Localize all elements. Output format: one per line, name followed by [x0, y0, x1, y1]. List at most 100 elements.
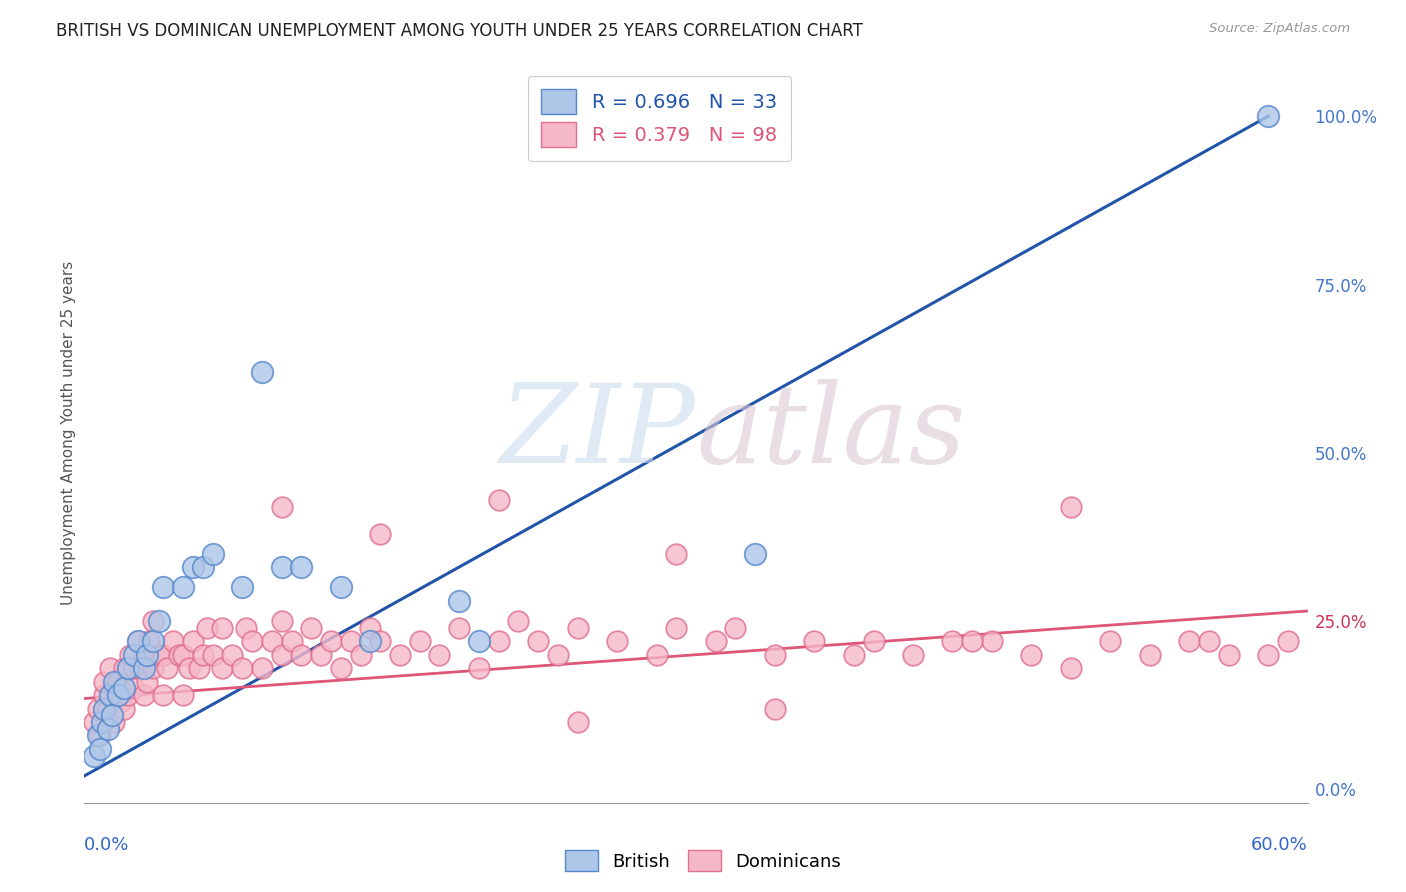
Point: [142, 614, 165, 628]
Point: [389, 648, 412, 662]
Point: [270, 560, 292, 574]
Point: [89, 742, 111, 756]
Point: [107, 688, 129, 702]
Point: [368, 526, 391, 541]
Point: [128, 661, 150, 675]
Point: [107, 674, 129, 689]
Point: [665, 621, 688, 635]
Point: [132, 661, 155, 675]
Point: [290, 560, 312, 574]
Point: [763, 648, 786, 662]
Text: ZIP: ZIP: [501, 379, 696, 486]
Point: [93, 701, 115, 715]
Point: [329, 661, 352, 675]
Point: [547, 648, 569, 662]
Point: [117, 661, 139, 675]
Point: [112, 661, 135, 675]
Point: [1099, 634, 1122, 648]
Point: [803, 634, 825, 648]
Point: [1021, 648, 1043, 662]
Point: [172, 581, 194, 595]
Point: [359, 634, 381, 648]
Point: [260, 634, 283, 648]
Point: [148, 648, 170, 662]
Point: [98, 661, 121, 675]
Point: [309, 648, 332, 662]
Point: [409, 634, 432, 648]
Point: [527, 634, 550, 648]
Point: [152, 648, 174, 662]
Legend: British, Dominicans: British, Dominicans: [558, 843, 848, 879]
Point: [127, 634, 149, 648]
Point: [1060, 500, 1083, 514]
Point: [329, 581, 352, 595]
Point: [1257, 648, 1279, 662]
Point: [191, 648, 214, 662]
Text: atlas: atlas: [696, 379, 966, 486]
Point: [172, 648, 194, 662]
Point: [319, 634, 342, 648]
Point: [299, 621, 322, 635]
Point: [449, 621, 471, 635]
Point: [103, 714, 125, 729]
Point: [1257, 109, 1279, 123]
Point: [270, 614, 292, 628]
Point: [132, 688, 155, 702]
Point: [280, 634, 302, 648]
Point: [665, 547, 688, 561]
Point: [83, 748, 105, 763]
Point: [93, 688, 115, 702]
Point: [606, 634, 628, 648]
Point: [152, 688, 174, 702]
Point: [567, 714, 589, 729]
Point: [142, 661, 165, 675]
Point: [177, 661, 200, 675]
Text: Source: ZipAtlas.com: Source: ZipAtlas.com: [1209, 22, 1350, 36]
Point: [290, 648, 312, 662]
Point: [724, 621, 747, 635]
Point: [97, 722, 120, 736]
Point: [118, 648, 141, 662]
Point: [138, 634, 160, 648]
Point: [1060, 661, 1083, 675]
Point: [191, 560, 214, 574]
Point: [117, 688, 139, 702]
Point: [152, 581, 174, 595]
Point: [181, 634, 204, 648]
Point: [132, 648, 155, 662]
Y-axis label: Unemployment Among Youth under 25 years: Unemployment Among Youth under 25 years: [60, 260, 76, 605]
Point: [960, 634, 983, 648]
Point: [103, 674, 125, 689]
Point: [108, 695, 131, 709]
Point: [97, 701, 120, 715]
Point: [1198, 634, 1220, 648]
Point: [240, 634, 263, 648]
Point: [270, 648, 292, 662]
Point: [704, 634, 727, 648]
Point: [1139, 648, 1161, 662]
Point: [941, 634, 963, 648]
Point: [122, 661, 145, 675]
Point: [122, 681, 145, 696]
Point: [862, 634, 884, 648]
Point: [339, 634, 361, 648]
Point: [103, 681, 125, 696]
Text: 0.0%: 0.0%: [84, 836, 129, 855]
Point: [187, 661, 209, 675]
Point: [349, 648, 371, 662]
Point: [101, 708, 124, 723]
Point: [93, 674, 115, 689]
Point: [201, 547, 224, 561]
Point: [211, 661, 233, 675]
Point: [359, 621, 381, 635]
Point: [127, 634, 149, 648]
Text: 60.0%: 60.0%: [1251, 836, 1308, 855]
Point: [368, 634, 391, 648]
Legend: R = 0.696   N = 33, R = 0.379   N = 98: R = 0.696 N = 33, R = 0.379 N = 98: [527, 76, 790, 161]
Point: [148, 614, 170, 628]
Point: [744, 547, 766, 561]
Point: [468, 661, 491, 675]
Point: [488, 634, 510, 648]
Point: [142, 634, 165, 648]
Point: [181, 560, 204, 574]
